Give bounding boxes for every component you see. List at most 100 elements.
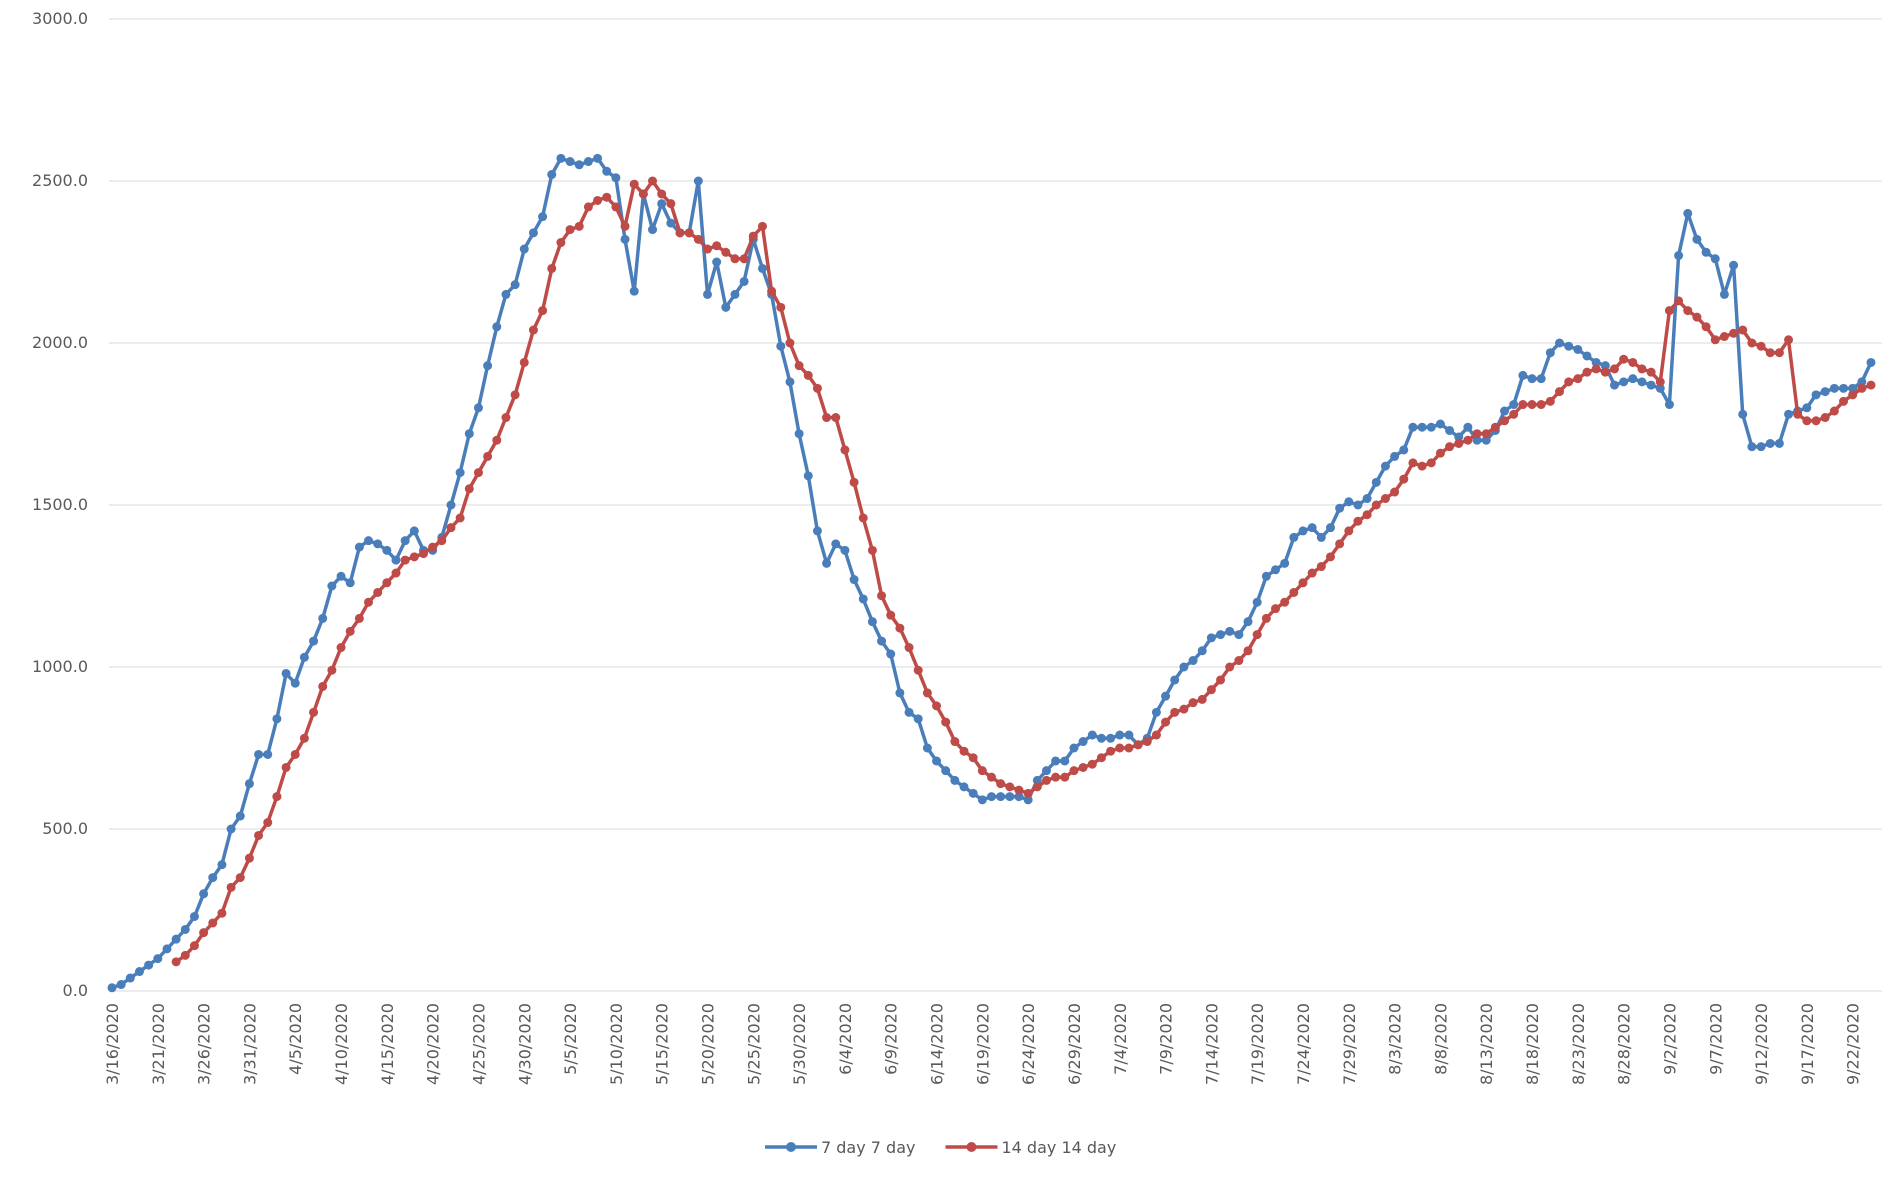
data-point [1609,364,1619,374]
data-point [831,413,841,423]
data-point [776,302,786,312]
data-point [364,536,374,546]
data-point [208,918,218,928]
data-point [180,924,190,934]
data-point [721,247,731,257]
data-point [593,153,603,163]
data-point [629,286,639,296]
data-point [1032,775,1042,785]
data-point [1252,597,1262,607]
data-point [1637,364,1647,374]
data-point [1041,766,1051,776]
data-point [1802,416,1812,426]
data-point [1472,435,1482,445]
data-point [1848,390,1858,400]
data-point [1619,354,1629,364]
data-point [1628,374,1638,384]
data-point [1261,571,1271,581]
data-point [602,192,612,202]
y-tick-label: 0.0 [63,981,88,1000]
data-point [1655,377,1665,387]
data-point [400,536,410,546]
x-tick-label: 5/15/2020 [653,1003,672,1085]
data-point [1325,552,1335,562]
data-point [1802,403,1812,413]
data-point [116,980,126,990]
data-point [1765,438,1775,448]
data-point [345,578,355,588]
data-point [309,707,319,717]
data-point [1426,422,1436,432]
data-point [1408,458,1418,468]
x-tick-label: 7/24/2020 [1294,1003,1313,1085]
data-point [657,199,667,209]
data-point [455,468,465,478]
data-point [583,157,593,167]
data-point [1234,630,1244,640]
data-point [941,717,951,727]
data-point [1280,597,1290,607]
x-tick-label: 7/9/2020 [1157,1003,1176,1075]
data-point [693,176,703,186]
data-point [1738,409,1748,419]
data-point [1472,429,1482,439]
data-point [1060,756,1070,766]
data-point [263,818,273,828]
data-point [1390,451,1400,461]
data-point [1591,357,1601,367]
data-point [299,733,309,743]
data-point [1866,357,1876,367]
x-tick-label: 3/26/2020 [195,1003,214,1085]
data-point [1417,461,1427,471]
x-tick-label: 5/20/2020 [698,1003,717,1085]
data-point [987,792,996,802]
x-tick-label: 6/14/2020 [928,1003,947,1085]
data-point [528,325,538,335]
data-point [1591,364,1601,374]
data-point [1545,396,1555,406]
data-point [244,853,254,863]
data-point [1729,260,1739,270]
data-point [1188,698,1198,708]
data-point [1271,565,1281,575]
data-point [849,477,859,487]
data-point [1051,756,1061,766]
data-point [1573,374,1583,384]
data-point [611,173,621,183]
data-point [932,756,942,766]
data-point [492,435,502,445]
data-point [1509,409,1519,419]
data-point [895,623,905,633]
data-point [1371,477,1381,487]
data-point [519,244,529,254]
x-tick-label: 5/10/2020 [607,1003,626,1085]
x-tick-label: 7/4/2020 [1111,1003,1130,1075]
data-point [446,523,456,533]
data-point [1435,419,1445,429]
data-point [1820,387,1830,397]
data-point [217,860,227,870]
data-point [483,451,493,461]
data-point [666,218,676,228]
data-point [895,688,905,698]
data-point [1115,730,1125,740]
data-point [620,234,630,244]
data-point [1161,691,1171,701]
data-point [1096,733,1106,743]
data-point [730,289,740,299]
data-point [950,775,960,785]
data-point [629,179,639,189]
data-point [446,500,456,510]
data-point [1573,344,1583,354]
legend-marker [786,1142,796,1152]
data-point [1829,383,1839,393]
data-point [1646,380,1656,390]
data-point [831,539,841,549]
data-point [318,681,328,691]
x-tick-label: 6/29/2020 [1065,1003,1084,1085]
data-point [1069,766,1079,776]
data-point [867,617,877,627]
data-point [382,545,392,555]
data-point [1216,630,1226,640]
